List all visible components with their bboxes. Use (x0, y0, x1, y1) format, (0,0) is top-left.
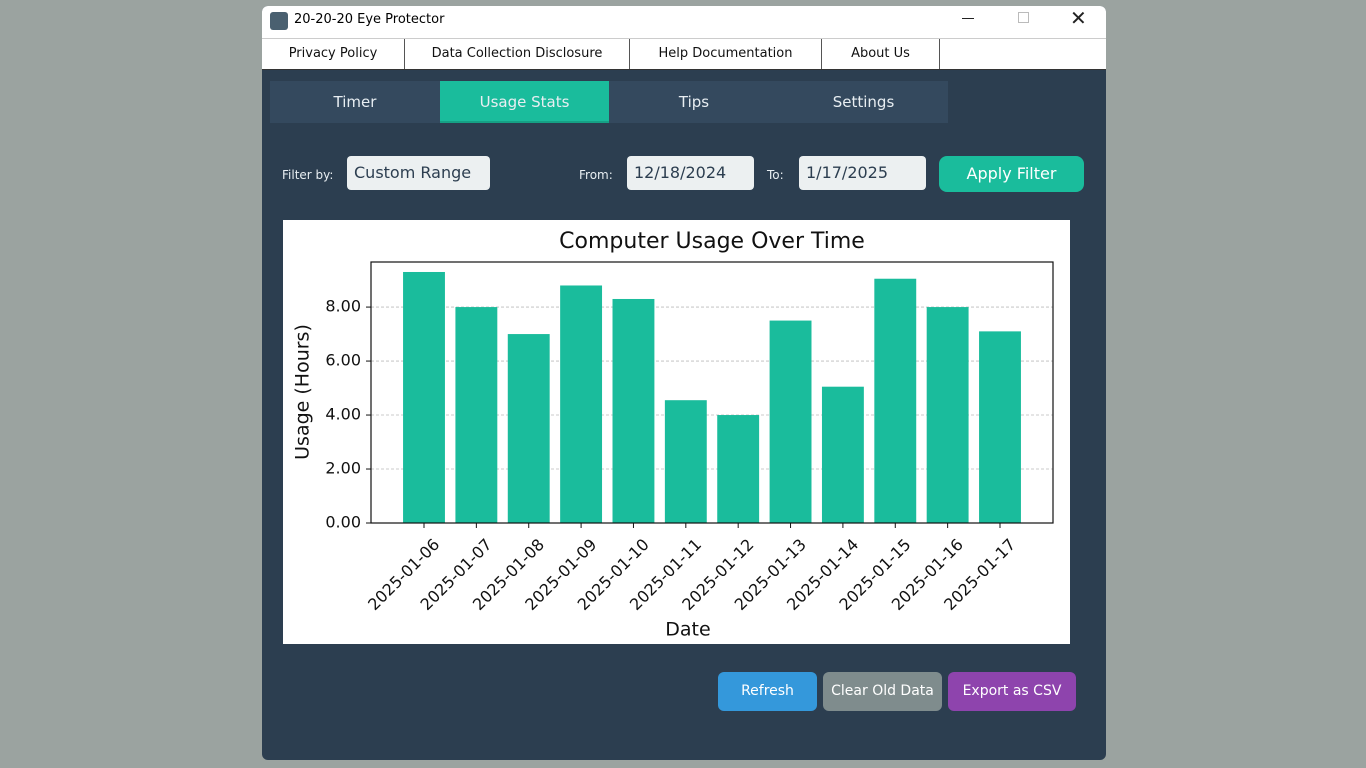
bar (979, 331, 1021, 523)
apply-filter-button[interactable]: Apply Filter (939, 156, 1084, 192)
bar (507, 334, 550, 523)
bar (612, 298, 655, 523)
bar (455, 307, 498, 523)
menu-item[interactable]: Help Documentation (630, 39, 822, 69)
tab-active[interactable]: Usage Stats (440, 81, 609, 123)
bar (664, 400, 707, 523)
bar (769, 320, 812, 523)
window-title: 20-20-20 Eye Protector (294, 12, 445, 27)
filter-label: Filter by: (282, 168, 334, 182)
menu-bar: Privacy Policy Data Collection Disclosur… (262, 38, 1106, 70)
minimize-button[interactable] (962, 18, 974, 19)
y-tick-label: 6.00 (325, 351, 361, 370)
to-date[interactable]: 1/17/2025 (799, 156, 926, 190)
refresh-button[interactable]: Refresh (718, 672, 817, 711)
y-axis-label: Usage (Hours) (292, 324, 314, 460)
y-tick-label: 4.00 (325, 405, 361, 424)
menu-item[interactable]: Privacy Policy (262, 39, 405, 69)
bar (874, 278, 917, 523)
clear-data-button[interactable]: Clear Old Data (823, 672, 942, 711)
bar (403, 271, 445, 523)
chart-title: Computer Usage Over Time (559, 229, 865, 254)
bar (821, 386, 864, 523)
tab[interactable]: Timer (270, 81, 440, 123)
from-label: From: (579, 168, 613, 182)
x-axis-label: Date (665, 619, 710, 641)
to-label: To: (767, 168, 784, 182)
filter-dropdown[interactable]: Custom Range (347, 156, 490, 190)
plot-frame (370, 261, 1054, 524)
title-bar: 20-20-20 Eye Protector ✕ (262, 6, 1106, 38)
tab[interactable]: Settings (779, 81, 948, 123)
menu-item[interactable]: Data Collection Disclosure (405, 39, 630, 69)
bar (560, 285, 603, 523)
from-date[interactable]: 12/18/2024 (627, 156, 754, 190)
chart: Computer Usage Over Time Date Usage (Hou… (283, 220, 1070, 644)
y-tick-label: 2.00 (325, 459, 361, 478)
bar (717, 415, 760, 523)
close-button[interactable]: ✕ (1070, 6, 1087, 30)
maximize-button[interactable] (1018, 12, 1029, 23)
y-tick-label: 8.00 (325, 297, 361, 316)
y-tick-label: 0.00 (325, 513, 361, 532)
app-icon (270, 12, 288, 30)
tab[interactable]: Tips (609, 81, 779, 123)
menu-item[interactable]: About Us (822, 39, 940, 69)
export-csv-button[interactable]: Export as CSV (948, 672, 1076, 711)
app-window: 20-20-20 Eye Protector ✕ Privacy Policy … (262, 6, 1106, 760)
bar (926, 307, 969, 523)
